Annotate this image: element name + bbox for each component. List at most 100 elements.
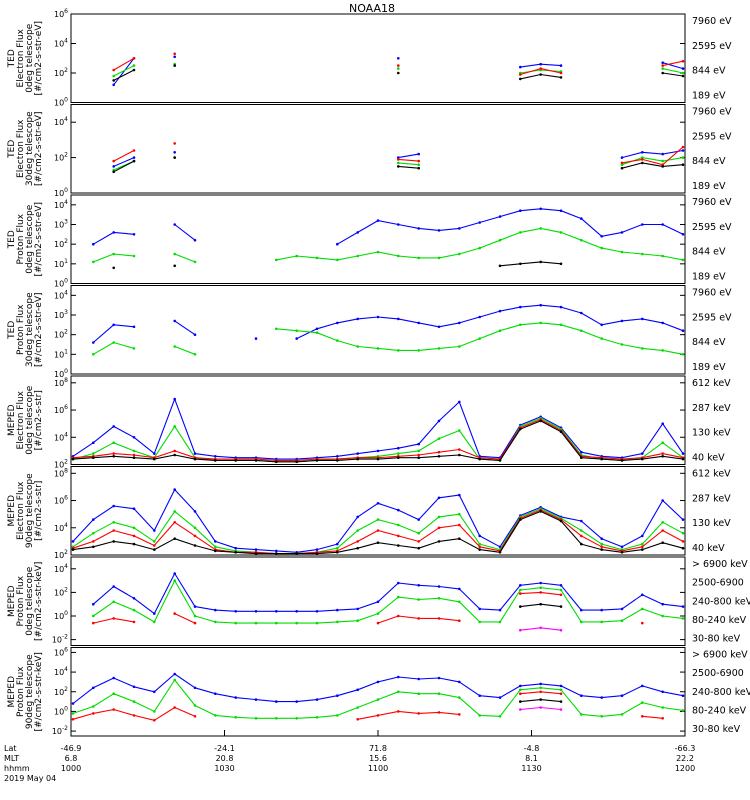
series-line-blue [92,572,684,615]
data-point-blue [397,581,400,585]
data-point-green [600,620,603,624]
legend-label: 130 keV [692,518,731,529]
data-point-blue [112,504,115,508]
x-tick-lat: -46.9 [61,744,82,753]
legend-label: 40 keV [692,453,725,464]
y-tick-label: 106 [54,8,68,19]
data-point-black [315,459,319,462]
data-point-blue [173,223,176,226]
data-point-green [397,67,400,70]
x-tick-lat: -66.3 [675,744,696,753]
data-point-blue [397,446,400,450]
data-point-blue [71,702,75,705]
data-point-red [437,450,441,454]
data-point-blue [498,215,502,218]
data-point-black [356,546,360,550]
y-tick-label: 102 [54,459,68,470]
data-point-black [112,266,115,270]
y-tick-exponent: 3 [64,219,68,226]
data-point-blue [315,610,319,613]
data-point-green [275,258,278,262]
data-point-red [437,526,441,530]
data-point-green [458,252,461,256]
data-point-black [71,548,75,551]
data-point-green [153,710,156,713]
y-tick-label: 104 [54,431,68,442]
y-tick-exponent: 0 [64,610,68,617]
data-point-blue [112,323,115,327]
series-line-green [113,65,684,77]
data-point-black [112,540,115,543]
data-point-red [71,718,75,721]
y-tick-label: 104 [54,666,68,677]
data-point-blue [539,207,542,211]
data-point-black [417,546,421,550]
data-point-red [173,521,176,524]
data-point-black [132,159,136,163]
panel-frame [70,104,686,194]
data-point-green [498,329,502,333]
y-tick-exponent: 4 [64,116,68,123]
data-point-magenta [559,708,563,711]
data-point-green [458,600,461,604]
data-point-blue [173,55,176,59]
data-point-red [132,149,136,152]
data-point-green [641,607,644,611]
data-point-blue [356,607,360,611]
legend-label: 287 keV [692,493,731,504]
data-point-black [661,165,664,168]
data-point-blue [478,534,482,538]
legend-label: 2500-6900 [692,668,744,679]
data-point-black [275,460,278,464]
legend-label: 2595 eV [692,222,732,233]
data-point-blue [539,581,542,585]
data-point-black [661,541,664,544]
x-tick-time: 1000 [61,764,81,773]
legend-label: 80-240 keV [692,705,747,716]
data-point-red [417,617,421,620]
data-point-black [132,68,136,72]
data-point-blue [498,545,502,549]
data-point-green [234,716,237,719]
y-axis-label-line: 0deg telescope [25,204,35,274]
data-point-blue [417,518,421,521]
data-point-blue [498,309,502,313]
data-point-black [498,459,502,462]
y-tick-label: 102 [54,586,68,597]
y-axis-label-line: 0deg telescope [25,23,35,93]
data-point-green [112,692,115,695]
data-point-green [580,238,583,242]
data-point-green [397,595,400,599]
data-point-red [539,591,542,594]
y-tick-label: 10-2 [52,634,68,645]
data-point-green [681,709,685,712]
data-point-red [417,540,421,543]
data-point-red [112,708,115,711]
data-point-green [254,621,258,625]
data-point-green [376,698,380,701]
data-point-blue [315,327,319,331]
data-point-blue [275,549,278,553]
data-point-blue [681,694,685,697]
data-point-black [458,453,461,457]
y-axis-label-line: 90deg telescope [25,654,35,729]
data-point-blue [559,209,563,212]
data-point-blue [173,488,176,491]
legend-label: 189 eV [692,181,726,192]
data-point-black [295,552,299,555]
data-point-green [478,337,482,340]
data-point-blue [539,682,542,686]
data-point-green [620,713,624,716]
data-point-green [437,515,441,519]
y-tick-exponent: 2 [64,67,68,74]
series-line-blue [93,208,684,245]
data-point-green [600,337,603,340]
y-axis-label-line: TED [7,140,17,159]
data-point-red [559,593,563,597]
data-point-black [437,540,441,543]
data-point-green [559,323,563,327]
data-point-black [417,456,421,460]
data-point-red [112,452,115,455]
y-axis-label: TEDProton Flux30deg telescope[#/cm2-s-st… [7,292,44,367]
data-point-blue [214,608,217,612]
